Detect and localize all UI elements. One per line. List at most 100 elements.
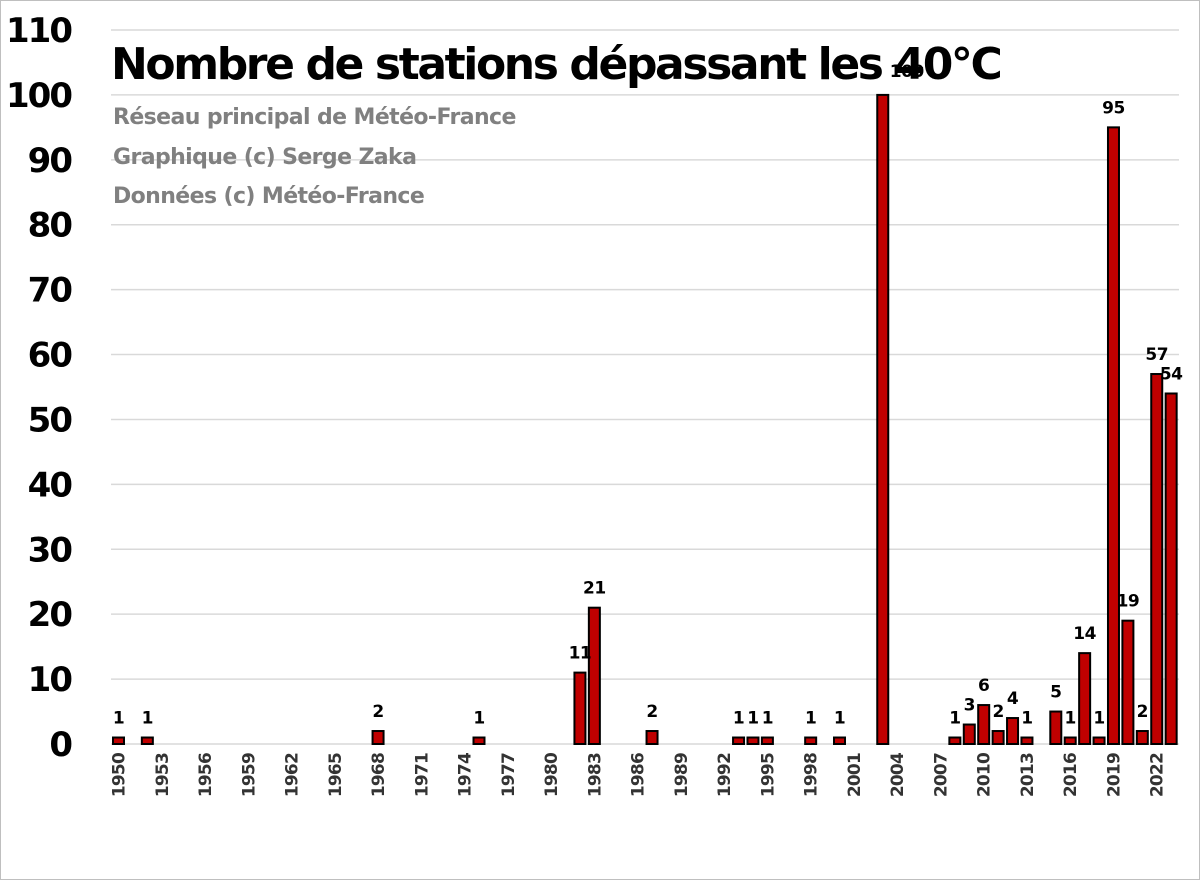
x-tick-label: 1962 bbox=[283, 753, 303, 797]
x-tick-label: 2016 bbox=[1061, 753, 1081, 797]
x-tick-label: 1953 bbox=[153, 753, 173, 797]
x-axis-ticks: 1950 1953 1956 1959 1962 1965 1968 1971 1974 1977… bbox=[110, 752, 1168, 797]
bar bbox=[991, 730, 1005, 746]
bar bbox=[760, 736, 774, 746]
y-tick-label: 40 bbox=[28, 465, 73, 505]
x-tick-label: 1977 bbox=[499, 753, 519, 797]
bar bbox=[1078, 652, 1092, 745]
data-label: 1 bbox=[473, 709, 484, 729]
x-tick-label: 2001 bbox=[845, 753, 865, 797]
bar bbox=[948, 736, 962, 746]
data-label: 1 bbox=[834, 709, 845, 729]
x-tick-label: 1950 bbox=[110, 752, 130, 797]
bar bbox=[1164, 392, 1178, 745]
bar bbox=[1135, 730, 1149, 746]
bar bbox=[1121, 619, 1135, 745]
data-label: 1 bbox=[1065, 709, 1076, 729]
x-tick-label: 1989 bbox=[672, 753, 692, 797]
data-label: 1 bbox=[805, 709, 816, 729]
data-label: 54 bbox=[1160, 364, 1183, 384]
bar bbox=[112, 736, 125, 746]
bars bbox=[112, 93, 1178, 746]
x-tick-label: 2022 bbox=[1148, 753, 1168, 797]
gridlines bbox=[111, 29, 1179, 745]
x-tick-label: 1956 bbox=[196, 753, 216, 797]
data-label: 1 bbox=[733, 709, 744, 729]
bar bbox=[573, 671, 587, 745]
data-label: 21 bbox=[583, 579, 606, 599]
bar bbox=[140, 736, 154, 746]
x-tick-label: 1980 bbox=[542, 752, 562, 797]
data-label: 1 bbox=[113, 709, 124, 729]
x-tick-label: 1983 bbox=[585, 753, 605, 797]
data-label: 1 bbox=[949, 709, 960, 729]
data-label: 14 bbox=[1073, 624, 1096, 644]
x-tick-label: 1971 bbox=[412, 753, 432, 797]
bar bbox=[1092, 736, 1106, 746]
x-tick-label: 2010 bbox=[975, 752, 995, 797]
x-tick-label: 2019 bbox=[1104, 753, 1124, 797]
bar bbox=[804, 736, 818, 746]
y-tick-label: 70 bbox=[28, 271, 73, 311]
bar bbox=[1006, 717, 1020, 746]
data-label: 2 bbox=[992, 702, 1003, 722]
bar bbox=[962, 723, 976, 746]
data-label: 2 bbox=[1137, 702, 1148, 722]
chart-title: Nombre de stations dépassant les 40°C bbox=[111, 39, 1001, 90]
bar bbox=[876, 93, 890, 745]
y-tick-label: 10 bbox=[28, 660, 73, 700]
data-label: 2 bbox=[372, 702, 383, 722]
bar bbox=[977, 704, 991, 746]
data-label: 1 bbox=[762, 709, 773, 729]
data-label: 1 bbox=[747, 709, 758, 729]
y-tick-label: 80 bbox=[28, 206, 73, 246]
x-tick-label: 1959 bbox=[239, 753, 259, 797]
data-label: 1 bbox=[1021, 709, 1032, 729]
data-label: 19 bbox=[1117, 592, 1140, 612]
bar bbox=[1049, 710, 1063, 746]
bar bbox=[1063, 736, 1077, 746]
x-tick-label: 1968 bbox=[369, 753, 389, 797]
y-tick-label: 0 bbox=[49, 725, 72, 765]
bar bbox=[587, 606, 601, 746]
subtitle-graph-credit: Graphique (c) Serge Zaka bbox=[113, 145, 416, 170]
x-tick-label: 1998 bbox=[802, 753, 822, 797]
x-tick-label: 2004 bbox=[888, 752, 908, 797]
data-label: 3 bbox=[964, 696, 975, 716]
bar bbox=[1106, 126, 1120, 745]
y-tick-label: 50 bbox=[28, 400, 73, 440]
y-axis-ticks: 0 10 20 30 40 50 60 70 80 90 100 110 bbox=[6, 11, 74, 765]
bar bbox=[746, 736, 760, 746]
y-tick-label: 30 bbox=[28, 530, 73, 570]
data-label: 11 bbox=[569, 644, 592, 664]
x-tick-label: 2013 bbox=[1018, 753, 1038, 797]
bar bbox=[1020, 736, 1034, 746]
y-tick-label: 60 bbox=[28, 336, 73, 376]
bar bbox=[1150, 373, 1164, 745]
x-tick-label: 1995 bbox=[758, 753, 778, 797]
bar bbox=[833, 736, 846, 746]
data-label: 1 bbox=[142, 709, 153, 729]
y-tick-label: 100 bbox=[6, 76, 72, 116]
data-label: 2 bbox=[646, 702, 657, 722]
data-label: 100 bbox=[890, 62, 925, 82]
data-label: 5 bbox=[1050, 683, 1061, 703]
bar bbox=[472, 736, 486, 746]
y-tick-label: 110 bbox=[6, 11, 72, 51]
data-label: 95 bbox=[1102, 98, 1125, 118]
x-tick-label: 1992 bbox=[715, 753, 735, 797]
data-label: 6 bbox=[978, 676, 989, 696]
subtitle-network: Réseau principal de Météo-France bbox=[113, 105, 516, 130]
data-label: 4 bbox=[1007, 689, 1019, 709]
x-tick-label: 1974 bbox=[456, 752, 476, 797]
bar bbox=[645, 730, 659, 746]
bar bbox=[371, 730, 385, 746]
bar bbox=[732, 736, 746, 746]
x-tick-label: 2007 bbox=[931, 753, 951, 797]
data-label: 57 bbox=[1145, 345, 1168, 365]
x-tick-label: 1986 bbox=[629, 753, 649, 797]
x-tick-label: 1965 bbox=[326, 753, 346, 797]
